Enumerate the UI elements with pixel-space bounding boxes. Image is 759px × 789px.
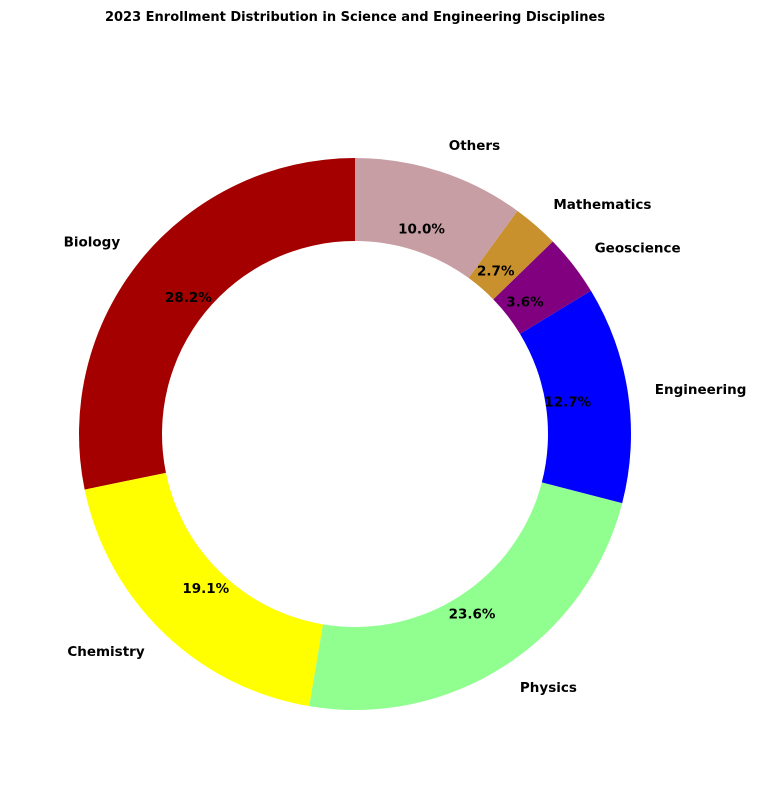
- slice-others: [355, 158, 518, 278]
- pct-biology: 28.2%: [165, 290, 212, 306]
- label-engineering: Engineering: [655, 382, 747, 398]
- pct-others: 10.0%: [398, 222, 445, 238]
- slice-engineering: [519, 290, 632, 504]
- slice-physics: [309, 482, 623, 711]
- label-geoscience: Geoscience: [595, 241, 681, 257]
- slice-chemistry: [84, 472, 323, 707]
- pct-engineering: 12.7%: [544, 395, 591, 411]
- pct-physics: 23.6%: [449, 606, 496, 622]
- pct-geoscience: 3.6%: [506, 294, 544, 310]
- percentage-labels: 28.2% 19.1% 23.6% 12.7% 3.6% 2.7% 10.0%: [165, 222, 592, 623]
- slice-biology: [79, 158, 356, 490]
- label-physics: Physics: [520, 680, 577, 696]
- pct-mathematics: 2.7%: [477, 263, 515, 279]
- pct-chemistry: 19.1%: [182, 581, 229, 597]
- label-chemistry: Chemistry: [67, 644, 145, 660]
- label-others: Others: [449, 138, 500, 154]
- donut-slices: [79, 158, 632, 711]
- chart-title: 2023 Enrollment Distribution in Science …: [105, 10, 605, 25]
- slice-geoscience: [493, 241, 591, 334]
- label-biology: Biology: [64, 235, 121, 251]
- slice-labels: Biology Chemistry Physics Engineering Geosci…: [64, 138, 747, 696]
- slice-mathematics: [468, 210, 553, 300]
- label-mathematics: Mathematics: [553, 197, 651, 213]
